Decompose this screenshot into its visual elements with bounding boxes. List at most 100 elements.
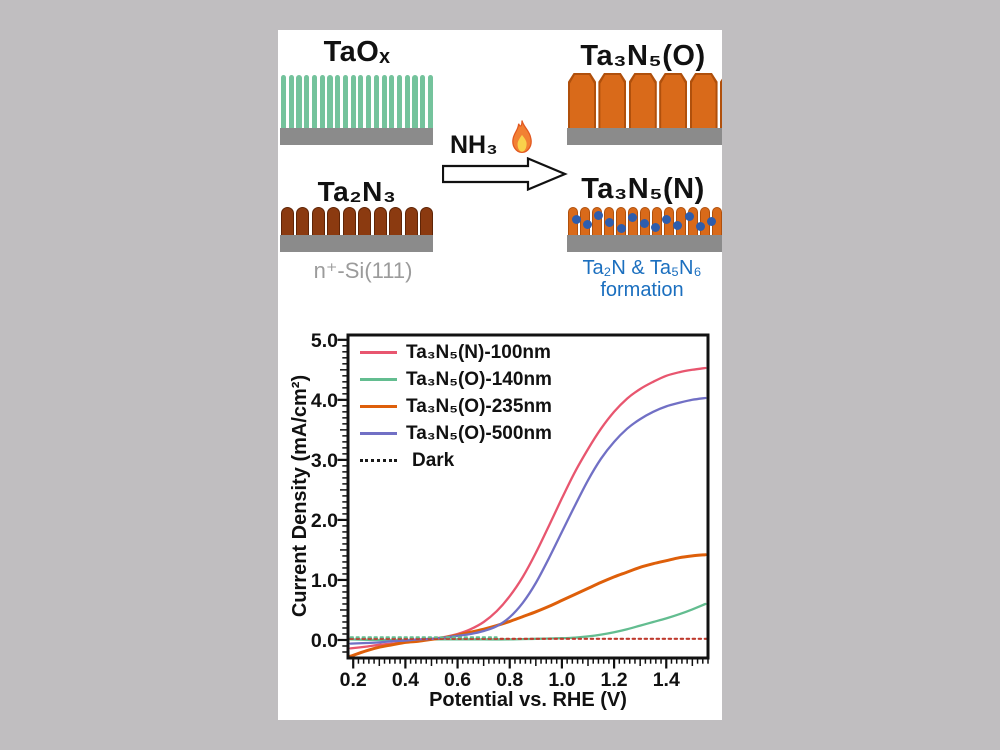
film-bar <box>568 73 596 128</box>
film-bar <box>427 75 434 128</box>
film-bar <box>281 75 287 128</box>
series-Ta₃N₅(O)-140nm <box>349 602 707 642</box>
substrate-bar <box>280 235 433 252</box>
silicon-substrate-caption: n⁺-Si(111) <box>313 258 413 283</box>
film-bar <box>304 75 310 128</box>
legend-label: Dark <box>412 449 455 471</box>
film-bar <box>335 75 341 128</box>
x-axis-title: Potential vs. RHE (V) <box>429 689 627 711</box>
nitrogen-dot <box>673 221 682 230</box>
series-Ta₃N₅(O)-500nm <box>349 396 707 645</box>
film-bar <box>327 75 333 128</box>
film-bar <box>281 207 295 235</box>
film-bar <box>366 75 372 128</box>
film-bar <box>404 75 410 128</box>
nitrogen-dot <box>651 223 660 232</box>
nitrogen-dot <box>685 212 694 221</box>
svg-text:0.4: 0.4 <box>392 669 419 691</box>
substrate-bar <box>567 235 722 252</box>
series-Ta₃N₅(O)-235nm <box>349 553 707 657</box>
nitrogen-dot <box>572 215 581 224</box>
nh3-label: NH₃ <box>450 131 498 159</box>
film-bar <box>659 73 688 128</box>
svg-text:1.0: 1.0 <box>548 669 575 691</box>
film-bar <box>616 207 626 235</box>
y-axis-title: Current Density (mA/cm²) <box>289 374 311 618</box>
film-bar <box>652 207 662 235</box>
synthesis-diagram: TaOₓ Ta₂N₃ n⁺-Si(111) NH₃ Ta₃N₅(O) Ta₃N₅… <box>278 30 722 325</box>
plot-frame <box>346 333 710 660</box>
film-bar <box>373 207 387 235</box>
nitrogen-dot <box>605 218 614 227</box>
film-bar <box>342 75 349 128</box>
ta3n5-o-film <box>568 73 722 128</box>
note-line2: formation <box>600 279 684 302</box>
legend-label: Ta₃N₅(O)-500nm <box>406 422 552 444</box>
ta3n5-n-film <box>568 207 722 235</box>
legend-row: Ta₃N₅(N)-100nm <box>360 341 552 363</box>
legend-label: Ta₃N₅(O)-140nm <box>406 368 552 390</box>
film-bar <box>381 75 387 128</box>
legend-row: Dark <box>360 449 552 471</box>
taox-label: TaOₓ <box>323 36 391 68</box>
flame-icon <box>512 120 532 154</box>
figure-panel: TaOₓ Ta₂N₃ n⁺-Si(111) NH₃ Ta₃N₅(O) Ta₃N₅… <box>278 30 722 720</box>
nitrogen-dot <box>628 213 637 222</box>
taox-nanorod-film <box>281 75 434 128</box>
ta2n3-film <box>281 207 433 235</box>
film-bar <box>373 75 379 128</box>
nitrogen-dot <box>594 211 603 220</box>
legend-line-swatch <box>360 351 397 354</box>
film-bar <box>389 75 395 128</box>
svg-text:1.2: 1.2 <box>601 669 628 691</box>
jv-chart: 0.2 0.4 0.6 0.8 1.0 1.2 1.4 0.0 1.0 2.0 3.0 4.0 5.0 … <box>278 325 722 720</box>
legend-label: Ta₃N₅(N)-100nm <box>406 341 551 363</box>
film-bar <box>420 75 426 128</box>
nitrogen-dot <box>640 219 649 228</box>
film-bar <box>358 207 372 235</box>
svg-text:0.6: 0.6 <box>444 669 471 691</box>
note-line1: Ta₂N & Ta₅N₆ <box>582 257 702 279</box>
film-bar <box>592 207 602 235</box>
svg-text:0.8: 0.8 <box>496 669 523 691</box>
film-bar <box>342 207 356 235</box>
chart-canvas: 0.2 0.4 0.6 0.8 1.0 1.2 1.4 0.0 1.0 2.0 3.0 4.0 5.0 <box>311 330 710 691</box>
legend-row: Ta₃N₅(O)-140nm <box>360 368 552 390</box>
svg-text:0.2: 0.2 <box>340 669 367 691</box>
film-bar <box>598 73 627 128</box>
nitrogen-dot <box>583 220 592 229</box>
nitrogen-dot <box>662 215 671 224</box>
film-bar <box>319 75 325 128</box>
film-bar <box>719 73 722 128</box>
legend-line-swatch <box>360 405 397 408</box>
reaction-arrow <box>442 157 568 191</box>
legend-row: Ta₃N₅(O)-500nm <box>360 422 552 444</box>
film-bar <box>358 75 364 128</box>
film-bar <box>296 75 302 128</box>
axis-ticks <box>337 338 709 669</box>
nitrogen-dot <box>617 224 626 233</box>
film-bar <box>412 75 418 128</box>
nitrogen-dot <box>696 222 705 231</box>
legend-row: Ta₃N₅(O)-235nm <box>360 396 552 417</box>
nitrogen-dot <box>707 217 716 226</box>
film-bar <box>404 207 418 235</box>
film-bar <box>311 75 318 128</box>
legend-line-swatch <box>360 459 397 462</box>
film-bar <box>296 207 310 235</box>
legend-line-swatch <box>360 378 397 381</box>
film-bar <box>327 207 341 235</box>
phase-formation-note: Ta₂N & Ta₅N₆ formation <box>562 257 722 302</box>
svg-text:0.0: 0.0 <box>311 630 338 652</box>
ta3n5-n-label: Ta₃N₅(N) <box>581 173 705 205</box>
substrate-bar <box>280 128 433 145</box>
film-bar <box>288 75 294 128</box>
chart-legend: Ta₃N₅(N)-100nm Ta₃N₅(O)-140nm Ta₃N₅(O)-235… <box>360 341 552 478</box>
svg-text:4.0: 4.0 <box>311 390 338 412</box>
ta3n5-o-label: Ta₃N₅(O) <box>580 40 706 72</box>
film-bar <box>389 207 403 235</box>
film-bar <box>419 207 433 235</box>
ta2n3-label: Ta₂N₃ <box>317 176 397 207</box>
svg-text:5.0: 5.0 <box>311 330 338 352</box>
